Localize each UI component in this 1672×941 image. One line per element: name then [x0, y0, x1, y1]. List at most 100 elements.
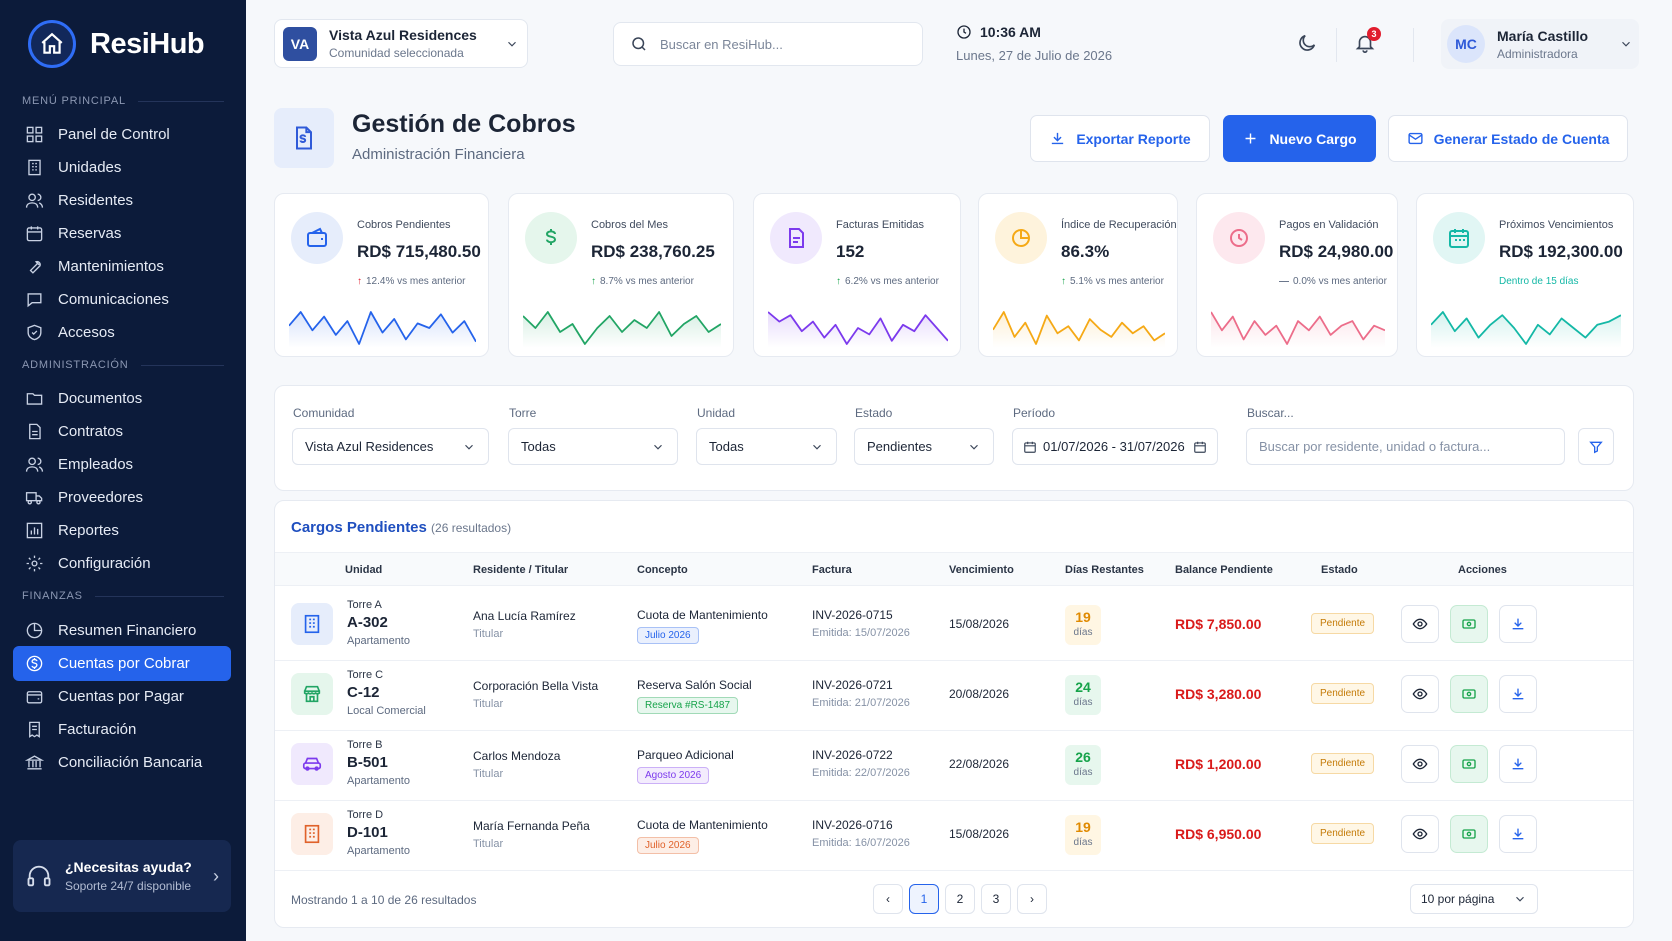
- page-2-button[interactable]: 2: [945, 884, 975, 914]
- bank-icon: [25, 755, 44, 770]
- next-page-button[interactable]: ›: [1017, 884, 1047, 914]
- status-filter-select[interactable]: Pendientes: [854, 428, 994, 465]
- kpi-value: RD$ 24,980.00: [1279, 242, 1394, 261]
- user-menu[interactable]: MC María Castillo Administradora: [1441, 19, 1639, 69]
- days-label: días: [1073, 697, 1093, 708]
- sidebar-item-reportes[interactable]: Reportes: [13, 513, 231, 548]
- concept-tag: Julio 2026: [637, 627, 699, 644]
- section-admin: ADMINISTRACIÓN: [22, 359, 224, 371]
- filter-button[interactable]: [1578, 428, 1614, 465]
- tower-filter-select[interactable]: Todas: [508, 428, 678, 465]
- sidebar-item-proveedores[interactable]: Proveedores: [13, 480, 231, 515]
- view-button[interactable]: [1401, 605, 1439, 643]
- global-search-input[interactable]: Buscar en ResiHub...: [613, 22, 923, 66]
- grid-icon: [26, 126, 43, 143]
- invoice-number[interactable]: INV-2026-0721: [812, 678, 893, 692]
- register-payment-button[interactable]: [1450, 675, 1488, 713]
- view-button[interactable]: [1401, 815, 1439, 853]
- sidebar-item-label: Unidades: [58, 159, 122, 176]
- kpi-card[interactable]: Cobros del Mes RD$ 238,760.25 ↑ 8.7% vs mes…: [508, 193, 734, 357]
- download-button[interactable]: [1499, 675, 1537, 713]
- invoice-number[interactable]: INV-2026-0722: [812, 748, 893, 762]
- kpi-card[interactable]: Índice de Recuperación 86.3% ↑ 5.1% vs mes …: [978, 193, 1178, 357]
- unit-filter-select[interactable]: Todas: [696, 428, 837, 465]
- status-badge: Pendiente: [1311, 823, 1375, 844]
- tower: Torre B: [347, 739, 383, 751]
- due-date: 15/08/2026: [949, 617, 1010, 631]
- sidebar-item-label: Accesos: [58, 324, 115, 341]
- sidebar-item-documentos[interactable]: Documentos: [13, 381, 231, 416]
- view-button[interactable]: [1401, 745, 1439, 783]
- dark-mode-toggle[interactable]: [1296, 32, 1320, 56]
- sidebar-item-unidades[interactable]: Unidades: [13, 150, 231, 185]
- brand-name: ResiHub: [90, 27, 205, 60]
- kpi-card[interactable]: Pagos en Validación RD$ 24,980.00 — 0.0% vs…: [1196, 193, 1398, 357]
- pie-chart-icon: [26, 622, 43, 639]
- table-search-input[interactable]: Buscar por residente, unidad o factura..…: [1246, 428, 1565, 465]
- period-date-range[interactable]: 01/07/2026 - 31/07/2026: [1012, 428, 1218, 465]
- table-row[interactable]: Torre D D-101 Apartamento María Fernanda Pe…: [275, 797, 1633, 871]
- chevron-down-icon: [508, 41, 516, 47]
- sidebar-item-comunicaciones[interactable]: Comunicaciones: [13, 282, 231, 317]
- status-badge: Pendiente: [1311, 683, 1375, 704]
- prev-page-button[interactable]: ‹: [873, 884, 903, 914]
- per-page-select[interactable]: 10 por página: [1410, 884, 1538, 914]
- chevron-down-icon: [970, 444, 978, 450]
- generate-statement-button[interactable]: Generar Estado de Cuenta: [1388, 115, 1628, 162]
- download-icon: [1512, 688, 1524, 700]
- sidebar-item-panel[interactable]: Panel de Control: [13, 117, 231, 152]
- sidebar-item-cuentas-cobrar[interactable]: Cuentas por Cobrar: [13, 646, 231, 681]
- page-3-button[interactable]: 3: [981, 884, 1011, 914]
- download-button[interactable]: [1499, 745, 1537, 783]
- table-row[interactable]: Torre A A-302 Apartamento Ana Lucía Ramírez…: [275, 587, 1633, 661]
- invoice-issued: Emitida: 21/07/2026: [812, 697, 910, 709]
- filter-label-search: Buscar...: [1247, 406, 1294, 420]
- kpi-value: RD$ 192,300.00: [1499, 242, 1623, 261]
- sidebar-item-resumen[interactable]: Resumen Financiero: [13, 613, 231, 648]
- register-payment-button[interactable]: [1450, 745, 1488, 783]
- sidebar-item-cuentas-pagar[interactable]: Cuentas por Pagar: [13, 679, 231, 714]
- clock-icon: [957, 25, 971, 39]
- community-filter-select[interactable]: Vista Azul Residences: [292, 428, 489, 465]
- table-row[interactable]: Torre B B-501 Apartamento Carlos Mendoza Tit…: [275, 727, 1633, 801]
- trend-text: vs mes anterior: [622, 276, 694, 287]
- invoice-number[interactable]: INV-2026-0716: [812, 818, 893, 832]
- trend-percent: 0.0%: [1293, 276, 1316, 287]
- table-row[interactable]: Torre C C-12 Local Comercial Corporación Be…: [275, 657, 1633, 731]
- view-button[interactable]: [1401, 675, 1439, 713]
- sidebar-item-facturacion[interactable]: Facturación: [13, 712, 231, 747]
- register-payment-button[interactable]: [1450, 815, 1488, 853]
- invoice-number[interactable]: INV-2026-0715: [812, 608, 893, 622]
- sidebar-item-mantenimientos[interactable]: Mantenimientos: [13, 249, 231, 284]
- kpi-card[interactable]: Facturas Emitidas 152 ↑ 6.2% vs mes anterio…: [753, 193, 961, 357]
- sidebar-item-configuracion[interactable]: Configuración: [13, 546, 231, 581]
- export-report-button[interactable]: Exportar Reporte: [1030, 115, 1210, 162]
- concept: Cuota de Mantenimiento: [637, 818, 768, 832]
- sidebar-item-accesos[interactable]: Accesos: [13, 315, 231, 350]
- help-card[interactable]: ¿Necesitas ayuda? Soporte 24/7 disponibl…: [13, 840, 231, 912]
- resident-name: María Fernanda Peña: [473, 819, 590, 833]
- charges-table-card: Cargos Pendientes (26 resultados) Unidad…: [274, 500, 1634, 928]
- kpi-sparkline: [768, 311, 948, 348]
- sidebar-item-contratos[interactable]: Contratos: [13, 414, 231, 449]
- trend-text: vs mes anterior: [1315, 276, 1387, 287]
- logo[interactable]: ResiHub: [28, 20, 205, 68]
- download-button[interactable]: [1499, 605, 1537, 643]
- sidebar-item-residentes[interactable]: Residentes: [13, 183, 231, 218]
- page-1-button[interactable]: 1: [909, 884, 939, 914]
- kpi-card[interactable]: Cobros Pendientes RD$ 715,480.50 ↑ 12.4% vs…: [274, 193, 489, 357]
- new-charge-button[interactable]: Nuevo Cargo: [1223, 115, 1376, 162]
- days-number: 19: [1075, 819, 1091, 835]
- register-payment-button[interactable]: [1450, 605, 1488, 643]
- sidebar: ResiHub MENÚ PRINCIPAL Panel de Control …: [0, 0, 246, 941]
- notifications-button[interactable]: 3: [1354, 27, 1381, 56]
- help-subtitle: Soporte 24/7 disponible: [65, 879, 192, 893]
- kpi-card[interactable]: Próximos Vencimientos RD$ 192,300.00 Dentr…: [1416, 193, 1634, 357]
- sidebar-item-empleados[interactable]: Empleados: [13, 447, 231, 482]
- sidebar-item-conciliacion[interactable]: Conciliación Bancaria: [13, 745, 231, 780]
- community-selector[interactable]: VA Vista Azul Residences Comunidad selec…: [274, 19, 528, 68]
- days-remaining: 24 días: [1065, 675, 1101, 715]
- kpi-label: Pagos en Validación: [1279, 219, 1379, 231]
- download-button[interactable]: [1499, 815, 1537, 853]
- sidebar-item-reservas[interactable]: Reservas: [13, 216, 231, 251]
